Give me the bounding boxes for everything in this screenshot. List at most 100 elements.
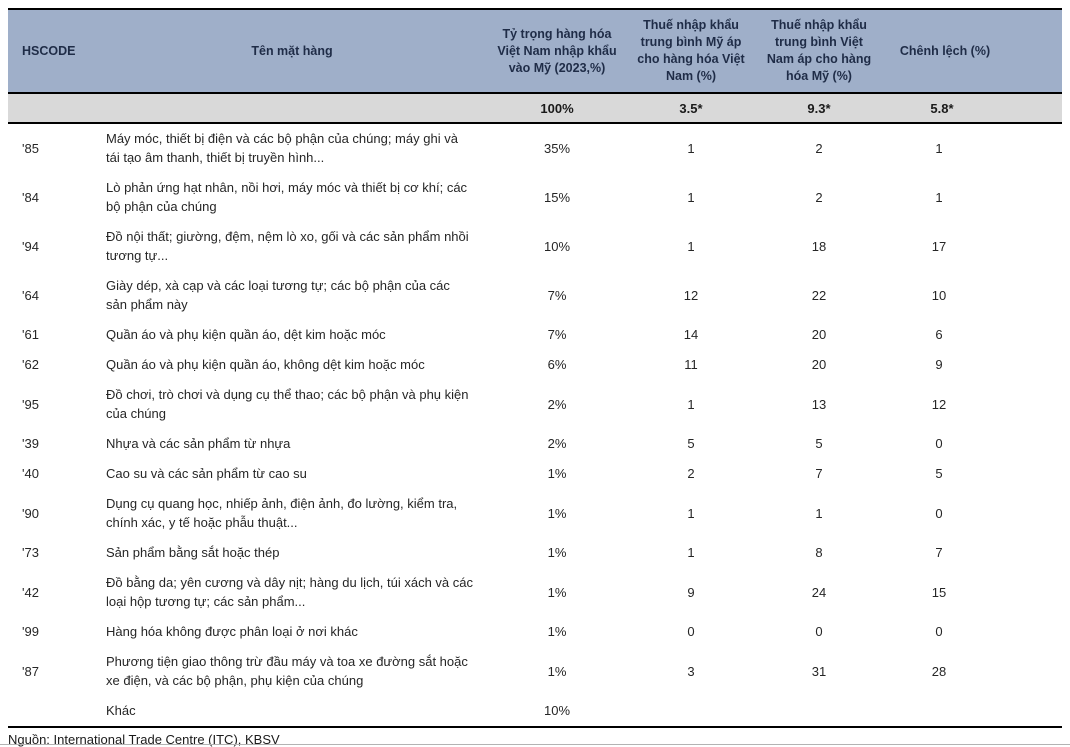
cell-share: 1% [547,545,567,560]
cell-vn_tariff: 20 [811,357,827,372]
summary-us-tariff: 3.5* [626,93,756,124]
cell-share: 1% [547,466,567,481]
cell-name: Lò phản ứng hạt nhân, nồi hơi, máy móc v… [106,180,468,214]
cell-share: 7% [547,327,567,342]
table-row: '61 Quần áo và phụ kiện quần áo, dệt kim … [8,320,1062,350]
cell-share: 35% [543,140,571,156]
cell-hscode: '99 [22,624,39,639]
cell-vn_tariff: 0 [815,624,823,639]
cell-us_tariff: 1 [687,505,695,521]
table-row: '62 Quần áo và phụ kiện quần áo, không dệ… [8,350,1062,380]
cell-gap: 9 [935,357,943,372]
cell-name: Máy móc, thiết bị điện và các bộ phận củ… [106,131,458,165]
header-item-name: Tên mặt hàng [96,9,488,94]
cell-us_tariff: 12 [683,287,699,303]
cell-vn_tariff: 2 [815,189,823,205]
cell-us_tariff: 11 [684,357,698,372]
cell-gap [882,696,1062,727]
cell-share: 6% [547,357,567,372]
cell-hscode: '39 [22,436,39,451]
cell-name: Cao su và các sản phẩm từ cao su [106,466,307,481]
table-summary-row: 100% 3.5* 9.3* 5.8* [8,93,1062,124]
table-row: '94 Đồ nội thất; giường, đệm, nệm lò xo, … [8,222,1062,271]
cell-vn_tariff: 7 [815,466,823,481]
cell-gap: 15 [931,584,947,600]
cell-share: 1% [547,584,567,600]
cell-us_tariff: 3 [687,663,695,679]
table-row: '40 Cao su và các sản phẩm từ cao su 1% 2 7 5 [8,459,1062,489]
source-note: Nguồn: International Trade Centre (ITC),… [8,732,280,747]
cell-vn_tariff: 5 [815,436,823,451]
summary-item-name [96,93,488,124]
cell-us_tariff: 2 [687,466,695,481]
cell-name: Đồ chơi, trò chơi và dụng cụ thể thao; c… [106,387,469,421]
cell-vn_tariff: 18 [811,238,827,254]
table-row: '90 Dụng cụ quang học, nhiếp ảnh, điện ản… [8,489,1062,538]
cell-hscode: '85 [22,140,39,156]
table-row: '99 Hàng hóa không được phân loại ở nơi k… [8,617,1062,647]
cell-share: 15% [543,189,571,205]
cell-name: Khác [106,703,136,718]
cell-name: Dụng cụ quang học, nhiếp ảnh, điện ảnh, … [106,496,458,530]
table-row: '39 Nhựa và các sản phẩm từ nhựa 2% 5 5 0 [8,429,1062,459]
cell-gap: 5 [935,466,943,481]
summary-gap: 5.8* [882,93,1062,124]
cell-name: Đồ bằng da; yên cương và dây nịt; hàng d… [106,575,474,609]
cell-hscode: '95 [22,396,39,412]
cell-share: 1% [547,624,567,639]
cell-hscode: '64 [22,287,39,303]
table-row: Khác 10% [8,696,1062,727]
cell-gap: 10 [931,287,947,303]
cell-vn_tariff: 24 [811,584,827,600]
cell-hscode: '73 [22,545,39,560]
cell-vn_tariff: 1 [815,505,823,521]
cell-name: Đồ nội thất; giường, đệm, nệm lò xo, gối… [106,229,469,263]
table-body: '85 Máy móc, thiết bị điện và các bộ phận… [8,123,1062,727]
cell-gap: 28 [931,663,947,679]
cell-share: 2% [547,436,567,451]
cell-gap: 0 [935,436,943,451]
report-table-page: HSCODE Tên mặt hàng Tỷ trọng hàng hóa Vi… [8,0,1062,747]
table-row: '42 Đồ bằng da; yên cương và dây nịt; hàn… [8,568,1062,617]
cell-vn_tariff [756,696,882,727]
header-gap: Chênh lệch (%) [882,9,1062,94]
cell-share: 1% [547,505,567,521]
header-vn-tariff: Thuế nhập khẩu trung bình Việt Nam áp ch… [756,9,882,94]
cell-us_tariff: 1 [687,189,695,205]
cell-us_tariff: 9 [687,584,695,600]
cell-us_tariff: 14 [683,327,699,342]
cell-hscode: '40 [22,466,39,481]
cell-name: Giày dép, xà cạp và các loại tương tự; c… [106,278,450,312]
trade-tariff-table: HSCODE Tên mặt hàng Tỷ trọng hàng hóa Vi… [8,8,1062,728]
cell-us_tariff: 0 [687,624,695,639]
cell-us_tariff: 1 [687,140,695,156]
bottom-rule [0,744,1070,745]
cell-gap: 7 [935,545,943,560]
cell-us_tariff: 1 [687,396,695,412]
table-row: '73 Sản phẩm bằng sắt hoặc thép 1% 1 8 7 [8,538,1062,568]
cell-hscode: '42 [22,584,39,600]
cell-vn_tariff: 8 [815,545,823,560]
cell-hscode [8,696,96,727]
cell-gap: 0 [935,624,943,639]
cell-share: 1% [547,663,567,679]
cell-gap: 1 [935,140,943,156]
cell-us_tariff: 1 [687,238,695,254]
cell-hscode: '90 [22,505,39,521]
cell-hscode: '87 [22,663,39,679]
table-row: '95 Đồ chơi, trò chơi và dụng cụ thể thao… [8,380,1062,429]
table-row: '85 Máy móc, thiết bị điện và các bộ phận… [8,123,1062,173]
header-hscode: HSCODE [8,9,96,94]
cell-share: 7% [547,287,567,303]
cell-share: 10% [543,238,571,254]
table-row: '64 Giày dép, xà cạp và các loại tương tự… [8,271,1062,320]
cell-us_tariff: 1 [687,545,695,560]
header-us-tariff: Thuế nhập khẩu trung bình Mỹ áp cho hàng… [626,9,756,94]
cell-name: Phương tiện giao thông trừ đầu máy và to… [106,654,468,688]
summary-hscode [8,93,96,124]
cell-vn_tariff: 2 [815,140,823,156]
cell-vn_tariff: 20 [811,327,827,342]
cell-share: 2% [547,396,567,412]
cell-vn_tariff: 22 [811,287,827,303]
cell-name: Sản phẩm bằng sắt hoặc thép [106,545,280,560]
